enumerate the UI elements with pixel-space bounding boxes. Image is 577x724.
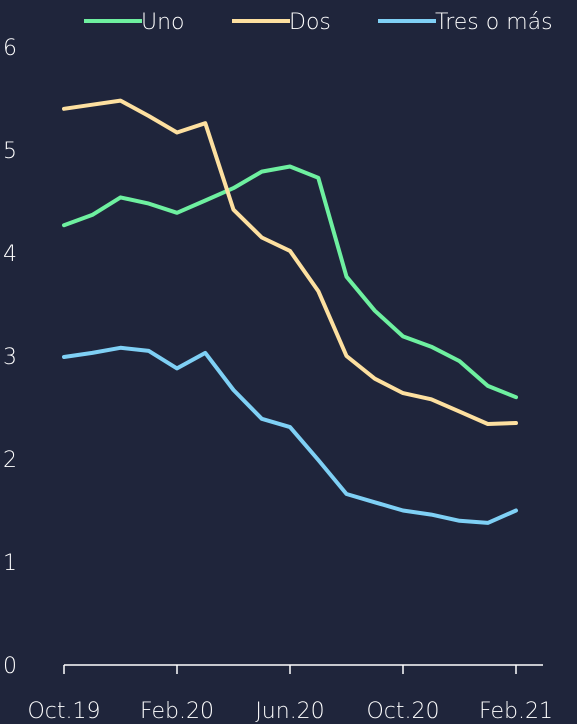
y-axis-tick-labels: 0 1 2 3 4 5 6 — [3, 36, 17, 679]
series-lines — [62, 98, 518, 525]
x-axis: Oct.19 Feb.20 Jun.20 Oct.20 Feb.21 — [27, 664, 553, 724]
y-tick-label: 4 — [3, 242, 17, 267]
y-tick-label: 0 — [3, 654, 17, 679]
y-tick-label: 6 — [3, 36, 17, 61]
legend-label: Dos — [289, 10, 331, 35]
y-tick-label: 3 — [3, 345, 17, 370]
x-tick-label: Feb.20 — [140, 699, 214, 724]
x-tick-label: Oct.19 — [27, 699, 100, 724]
x-tick-label: Jun.20 — [255, 699, 324, 724]
x-tick-label: Oct.20 — [366, 699, 439, 724]
legend-label: Uno — [141, 10, 185, 35]
y-tick-label: 2 — [3, 448, 17, 473]
series-line — [62, 164, 518, 400]
y-tick-label: 1 — [3, 551, 17, 576]
series-line — [62, 345, 518, 525]
series-line — [62, 98, 518, 426]
y-tick-label: 5 — [3, 139, 17, 164]
legend-label: Tres o más — [435, 10, 553, 35]
x-tick-label: Feb.21 — [479, 699, 553, 724]
legend: Uno Dos Tres o más — [84, 10, 553, 35]
